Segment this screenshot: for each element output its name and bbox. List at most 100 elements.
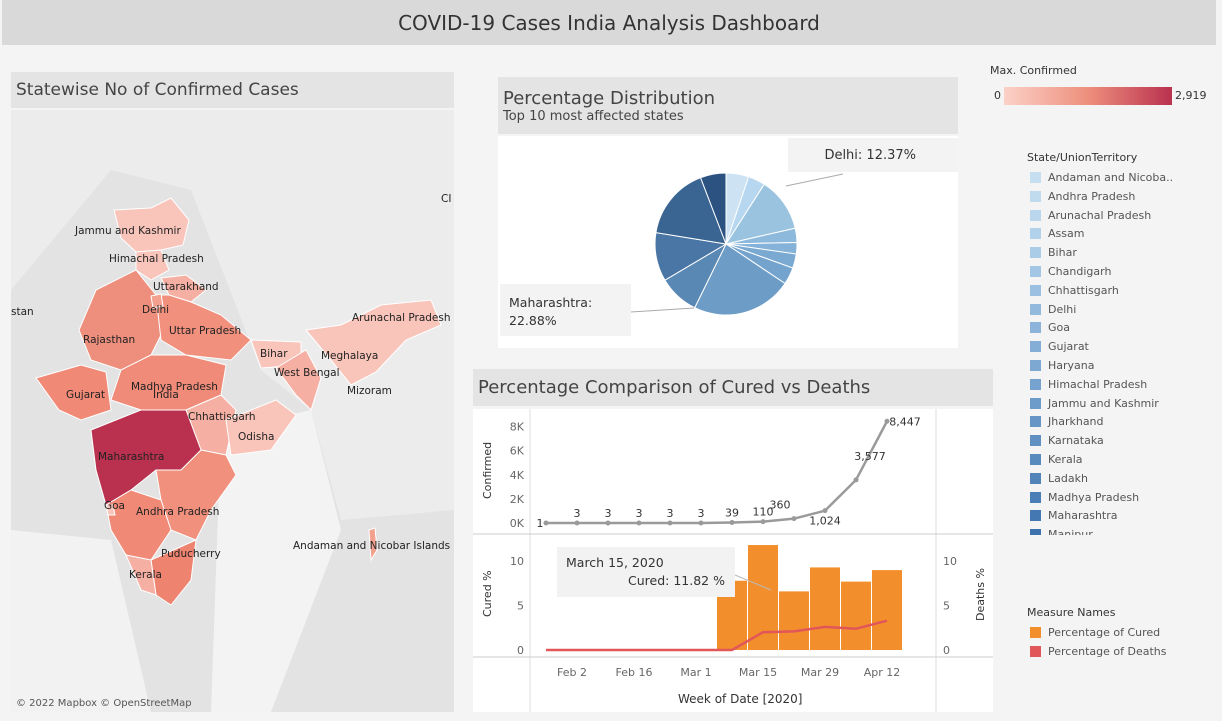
state-legend-item[interactable]: Chhattisgarh xyxy=(1030,284,1119,297)
state-goa[interactable] xyxy=(105,504,116,516)
state-legend[interactable]: Andaman and Nicoba.. Andhra Pradesh Arunac… xyxy=(0,0,1222,535)
pie-slices[interactable] xyxy=(654,172,798,316)
cured-bar[interactable] xyxy=(810,567,840,650)
pie-panel: Delhi: 12.37% Maharashtra: 22.88% xyxy=(498,136,958,348)
state-legend-swatch xyxy=(1030,416,1041,428)
state-legend-swatch xyxy=(1030,266,1041,277)
state-legend-item[interactable]: Karnataka xyxy=(1030,434,1104,447)
cured-bar[interactable] xyxy=(748,545,778,650)
confirmed-point[interactable] xyxy=(574,520,580,526)
pie-title: Percentage Distribution xyxy=(503,87,715,109)
cured-bar[interactable] xyxy=(841,581,871,650)
state-legend-swatch xyxy=(1030,472,1041,484)
state-andaman[interactable] xyxy=(368,527,378,562)
state-legend-label: Gujarat xyxy=(1048,340,1089,354)
color-legend: Max. Confirmed 0 2,919 xyxy=(990,64,1220,114)
confirmed-point[interactable] xyxy=(636,520,642,526)
state-odisha[interactable] xyxy=(225,399,297,456)
state-legend-item[interactable]: Andhra Pradesh xyxy=(1030,190,1135,203)
cured-bar[interactable] xyxy=(872,570,902,650)
map-label: Kerala xyxy=(129,569,162,581)
state-legend-item[interactable]: Arunachal Pradesh xyxy=(1030,209,1151,222)
confirmed-data-label: 1,024 xyxy=(809,515,841,528)
deaths-line[interactable] xyxy=(546,619,888,652)
india-map[interactable]: stan CI India Jammu and Kashmir Himachal… xyxy=(11,110,454,712)
state-legend-item[interactable]: Assam xyxy=(1030,227,1084,240)
map-title: Statewise No of Confirmed Cases xyxy=(11,72,454,108)
confirmed-point[interactable] xyxy=(791,516,797,522)
state-legend-label: Maharashtra xyxy=(1048,509,1118,523)
state-legend-label: Chandigarh xyxy=(1048,265,1112,278)
state-legend-title: State/UnionTerritory xyxy=(1027,151,1138,164)
cured-y-tick: 5 xyxy=(517,600,524,613)
state-legend-item[interactable]: Jammu and Kashmir xyxy=(1030,397,1159,410)
state-delhi[interactable] xyxy=(150,293,164,309)
state-legend-item[interactable]: Himachal Pradesh xyxy=(1030,378,1147,391)
state-legend-item[interactable]: Gujarat xyxy=(1030,340,1089,353)
confirmed-point[interactable] xyxy=(667,520,673,526)
state-himachal[interactable] xyxy=(135,249,170,281)
combo-title-text: Percentage Comparison of Cured vs Deaths xyxy=(478,377,871,398)
state-legend-item[interactable]: Ladakh xyxy=(1030,472,1088,485)
measure-legend-title: Measure Names xyxy=(1027,606,1116,619)
confirmed-data-label: 3,577 xyxy=(854,450,886,463)
state-northeast[interactable] xyxy=(305,299,442,386)
confirmed-point[interactable] xyxy=(605,520,611,526)
color-legend-min: 0 xyxy=(994,89,1001,102)
state-legend-swatch xyxy=(1030,454,1041,465)
tooltip-leader xyxy=(734,574,772,591)
confirmed-y-tick: 2K xyxy=(510,493,525,506)
state-legend-label: Goa xyxy=(1048,321,1070,335)
state-legend-label: Karnataka xyxy=(1048,434,1104,448)
state-west-bengal[interactable] xyxy=(275,349,322,411)
confirmed-y-tick: 8K xyxy=(510,421,525,434)
x-tick: Mar 15 xyxy=(739,666,777,679)
state-legend-item[interactable]: Chandigarh xyxy=(1030,265,1111,278)
confirmed-point[interactable] xyxy=(543,520,549,526)
map-panel[interactable]: stan CI India Jammu and Kashmir Himachal… xyxy=(11,110,454,712)
pie-slice[interactable] xyxy=(655,177,727,245)
state-legend-item[interactable]: Haryana xyxy=(1030,359,1095,372)
confirmed-data-label: 8,447 xyxy=(889,415,921,428)
pie-callout-maharashtra[interactable]: Maharashtra: 22.88% xyxy=(500,284,631,336)
confirmed-point[interactable] xyxy=(698,520,704,526)
state-legend-label: Delhi xyxy=(1048,302,1077,316)
pie-slice[interactable] xyxy=(699,172,727,245)
measure-legend-cured[interactable]: Percentage of Cured xyxy=(1030,626,1160,639)
cured-bar[interactable] xyxy=(779,591,809,650)
confirmed-point[interactable] xyxy=(884,418,890,424)
state-legend-item[interactable]: Jharkhand xyxy=(1030,415,1104,428)
state-karnataka[interactable] xyxy=(105,489,172,561)
confirmed-point[interactable] xyxy=(729,520,735,526)
measure-legend-deaths[interactable]: Percentage of Deaths xyxy=(1030,645,1166,658)
state-legend-item[interactable]: Andaman and Nicoba.. xyxy=(1030,171,1173,184)
state-legend-item[interactable]: Manipur xyxy=(1030,528,1093,535)
state-legend-item[interactable]: Goa xyxy=(1030,321,1070,334)
state-jammu-kashmir[interactable] xyxy=(113,197,190,253)
confirmed-line[interactable] xyxy=(545,420,889,525)
combo-tooltip-date: March 15, 2020 xyxy=(566,555,664,570)
pie-callout-delhi[interactable]: Delhi: 12.37% xyxy=(788,138,958,172)
confirmed-point[interactable] xyxy=(853,477,859,483)
state-legend-item[interactable]: Maharashtra xyxy=(1030,509,1118,522)
cured-deaths-chart[interactable]: 0 0 5 5 10 10 Feb 2 Feb 16 Mar 1 Mar 15 Mar 29 Apr … xyxy=(510,545,957,679)
pie-slice-maharashtra[interactable] xyxy=(694,243,786,316)
state-gujarat[interactable] xyxy=(35,364,112,421)
state-legend-item[interactable]: Delhi xyxy=(1030,303,1076,316)
map-states[interactable] xyxy=(35,197,442,606)
state-legend-item[interactable]: Bihar xyxy=(1030,246,1077,259)
state-uttarakhand[interactable] xyxy=(160,274,207,303)
map-attribution[interactable]: © 2022 Mapbox © OpenStreetMap xyxy=(16,698,192,709)
pie-leader-maharashtra xyxy=(630,307,695,313)
color-legend-gradient[interactable] xyxy=(1004,87,1172,105)
confirmed-point[interactable] xyxy=(822,508,828,514)
confirmed-point[interactable] xyxy=(760,519,766,525)
state-kerala[interactable] xyxy=(125,554,157,596)
pie-chart[interactable] xyxy=(498,136,958,348)
state-legend-item[interactable]: Madhya Pradesh xyxy=(1030,491,1139,504)
cured-y-tick: 0 xyxy=(517,644,524,657)
map-labels: stan CI India Jammu and Kashmir Himachal… xyxy=(11,193,451,709)
combo-chart[interactable]: Confirmed Cured % Deaths % Week of Date … xyxy=(473,409,993,712)
state-legend-item[interactable]: Kerala xyxy=(1030,453,1083,466)
